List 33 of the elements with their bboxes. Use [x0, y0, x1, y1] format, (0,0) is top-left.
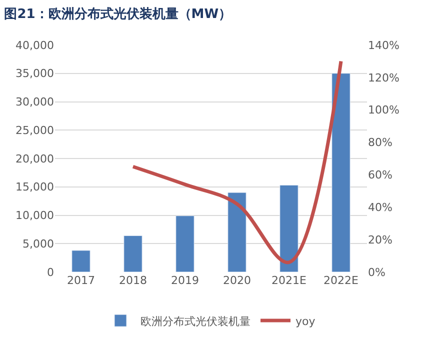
y2-tick-label: 0% [368, 266, 386, 279]
y-tick-label: 20,000 [16, 152, 54, 166]
x-tick-label: 2021E [272, 274, 307, 287]
line-series [131, 59, 343, 264]
y2-tick-label: 20% [368, 233, 392, 246]
y-tick-label: 25,000 [16, 124, 54, 137]
y-tick-label: 35,000 [16, 67, 54, 80]
x-tick-label: 2017 [67, 274, 95, 287]
legend-label: 欧洲分布式光伏装机量 [140, 314, 250, 328]
y-tick-label: 30,000 [16, 96, 54, 109]
y2-tick-label: 40% [368, 200, 392, 214]
legend-label: yoy [296, 314, 316, 328]
y2-tick-label: 100% [368, 104, 400, 117]
bar [332, 73, 350, 272]
y-tick-label: 0 [47, 266, 54, 279]
y2-tick-label: 120% [368, 71, 400, 84]
bar [72, 250, 90, 272]
x-tick-label: 2019 [171, 274, 199, 287]
bar [176, 216, 194, 272]
y-tick-label: 5,000 [22, 237, 54, 250]
x-tick-label: 2020 [223, 274, 251, 287]
y2-tick-label: 140% [368, 38, 400, 52]
y2-tick-label: 60% [368, 168, 392, 182]
bar [280, 184, 298, 272]
chart-title: 图21：欧洲分布式光伏装机量（MW） [4, 6, 232, 22]
bar [228, 192, 246, 272]
y-tick-label: 15,000 [16, 180, 54, 194]
y2-tick-label: 80% [368, 136, 392, 150]
bar [124, 235, 142, 272]
x-tick-label: 2022E [324, 274, 359, 287]
y-tick-label: 10,000 [16, 209, 54, 222]
x-tick-label: 2018 [119, 274, 147, 287]
y-tick-label: 40,000 [16, 38, 54, 52]
